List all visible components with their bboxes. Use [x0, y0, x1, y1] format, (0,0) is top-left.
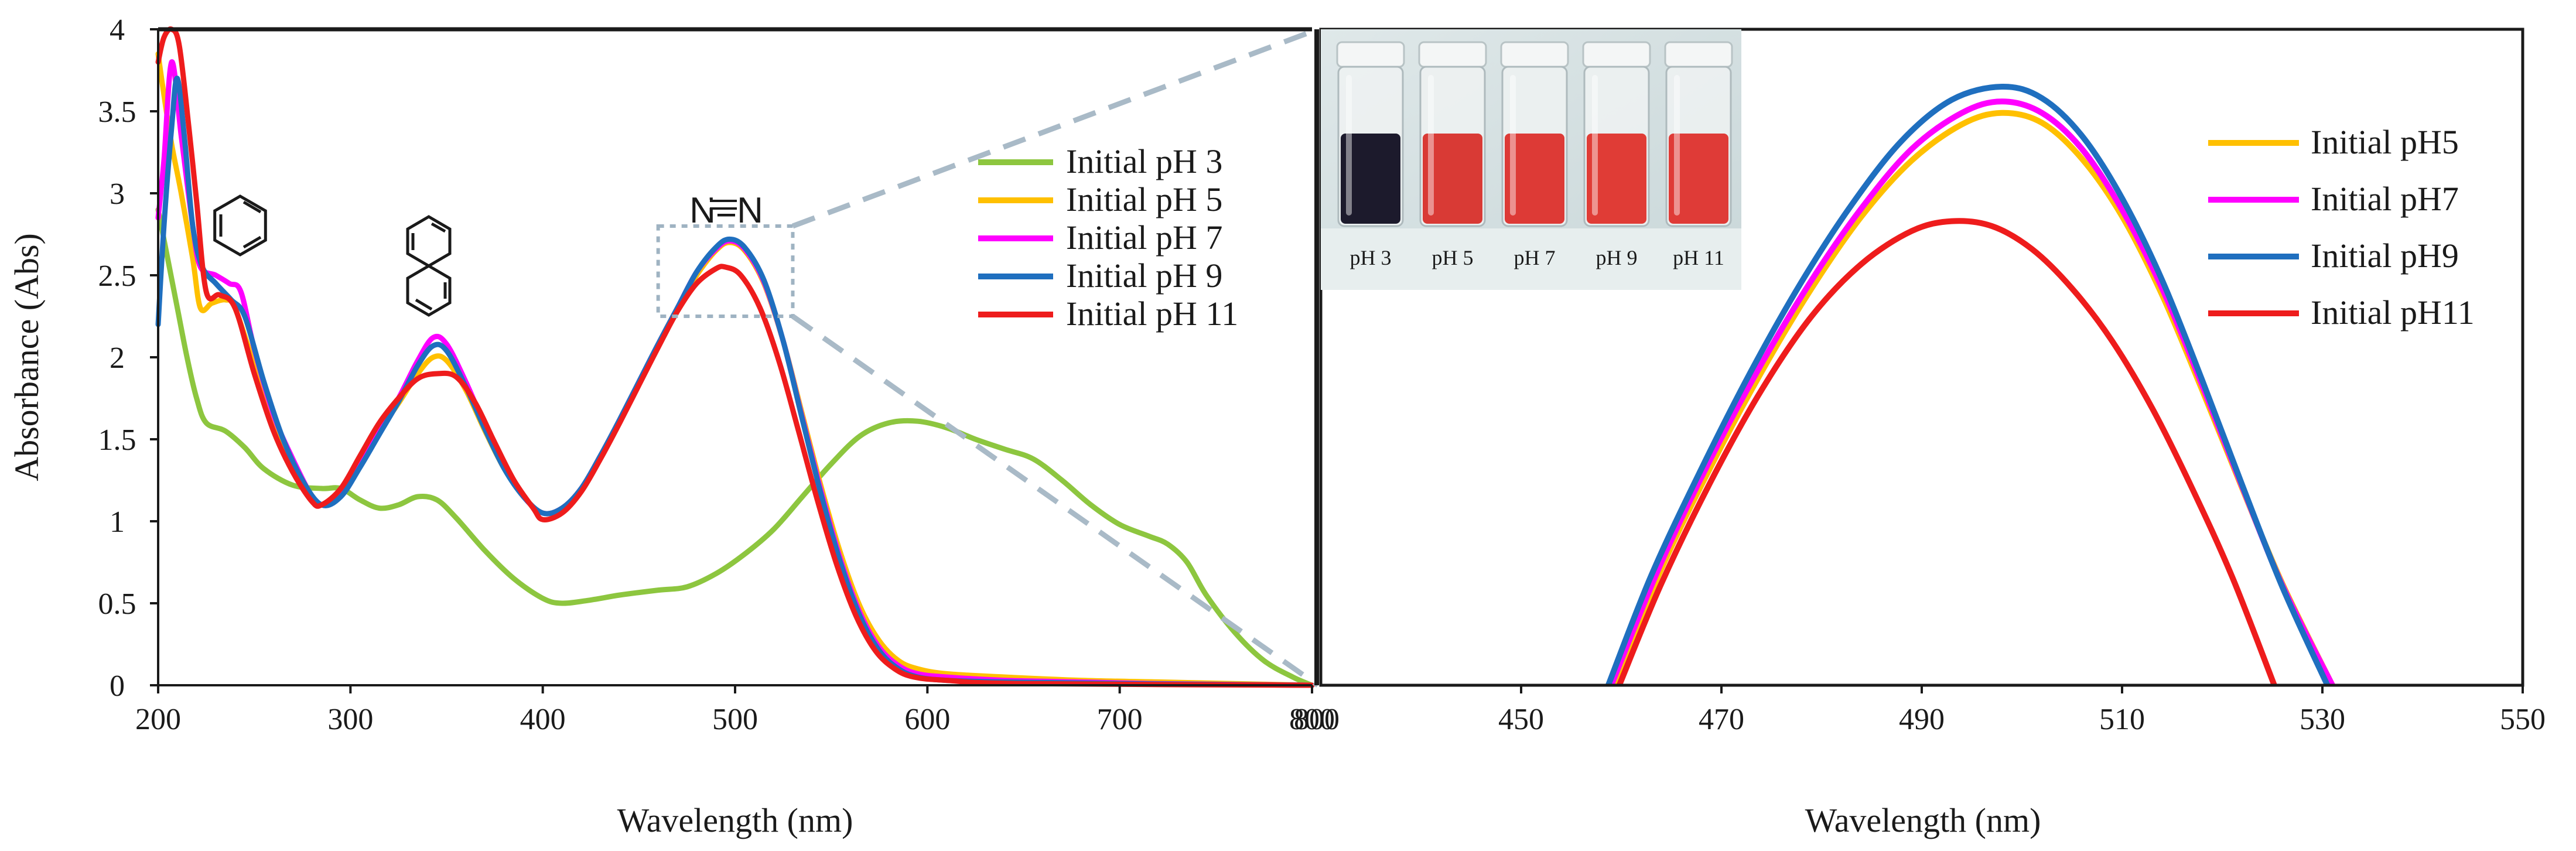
vials-group: [1336, 41, 1733, 227]
vial-2: [1500, 41, 1569, 227]
vials-photo: pH 3 pH 5 pH 7 pH 9 pH 11: [1321, 29, 1741, 290]
benzene-structure-icon: [213, 194, 267, 257]
left-legend-label-2: Initial pH 7: [1066, 218, 1222, 257]
right-x-tick-label: 530: [2300, 703, 2345, 736]
left-x-tick-label: 600: [904, 703, 950, 736]
left-series-group: [155, 26, 1315, 688]
left-x-tick-label: 800: [1289, 703, 1335, 736]
left-y-tick-label: 1: [110, 505, 125, 539]
left-x-tick-label: 300: [327, 703, 373, 736]
right-x-tick-label: 550: [2500, 703, 2546, 736]
right-x-axis-label: Wavelength (nm): [1805, 801, 2041, 839]
vial-cap: [1336, 41, 1405, 68]
left-legend-label-4: Initial pH 11: [1066, 295, 1238, 333]
left-y-tick-label: 3.5: [98, 95, 136, 129]
left-y-tick-label: 0: [110, 669, 125, 703]
vial-liquid: [1423, 134, 1482, 224]
zoom-region-box: [656, 224, 795, 318]
left-x-tick-label: 700: [1097, 703, 1143, 736]
right-tick-group: 450 470 490 510 530 550 800: [1294, 685, 2546, 736]
right-x-tick-label: 510: [2099, 703, 2145, 736]
vial-liquid: [1669, 134, 1728, 224]
vial-label-2: pH 7: [1514, 246, 1556, 269]
left-x-axis-label: Wavelength (nm): [617, 801, 853, 839]
left-legend-label-1: Initial pH 5: [1066, 180, 1222, 218]
left-series-line-3: [155, 76, 1315, 688]
left-series-line-0: [155, 207, 1315, 688]
right-x-tick-label: 490: [1899, 703, 1945, 736]
zoom-connector-top: [791, 26, 1319, 229]
left-legend-label-3: Initial pH 9: [1066, 257, 1222, 295]
vial-label-4: pH 11: [1673, 246, 1724, 269]
vial-label-0: pH 3: [1350, 246, 1392, 269]
azo-structure-icon: N=N: [689, 190, 763, 231]
left-x-tick-label: 400: [520, 703, 566, 736]
right-x-tick-label: 450: [1498, 703, 1544, 736]
vial-highlight: [1428, 75, 1434, 216]
left-x-tick-label-junction: 800: [1294, 703, 1340, 736]
right-series-group: [1605, 83, 2336, 685]
right-legend-label-3: Initial pH11: [2311, 293, 2475, 331]
right-series-line-2: [1605, 83, 2331, 685]
vial-highlight: [1510, 75, 1516, 216]
left-y-axis-label: Absorbance (Abs): [8, 233, 46, 481]
right-legend-label-1: Initial pH7: [2311, 180, 2459, 218]
left-series-line-4: [155, 26, 1315, 688]
vial-4: [1664, 41, 1733, 227]
vial-cap: [1582, 41, 1651, 68]
right-legend-label-2: Initial pH9: [2311, 237, 2459, 275]
vial-liquid: [1587, 134, 1646, 224]
left-x-tick-label: 500: [712, 703, 758, 736]
vial-3: [1582, 41, 1651, 227]
vial-label-3: pH 9: [1596, 246, 1638, 269]
right-legend-label-0: Initial pH5: [2311, 123, 2459, 161]
left-y-tick-label: 2: [110, 341, 125, 375]
vial-highlight: [1346, 75, 1352, 216]
vial-highlight: [1592, 75, 1598, 216]
vial-cap: [1418, 41, 1487, 68]
left-tick-group: 200 300 400 500 600 700 800 0 0.5 1 1.5 2 2.5 3 3.5 4: [98, 13, 1335, 736]
right-series-line-3: [1616, 218, 2277, 685]
zoom-connector-bottom: [791, 314, 1320, 688]
vial-labels-group: pH 3 pH 5 pH 7 pH 9 pH 11: [1350, 246, 1724, 269]
vial-highlight: [1674, 75, 1680, 216]
left-x-tick-label: 200: [135, 703, 181, 736]
right-x-tick-label: 470: [1699, 703, 1744, 736]
vial-cap: [1664, 41, 1733, 68]
left-y-tick-label: 2.5: [98, 259, 136, 293]
vial-cap: [1500, 41, 1569, 68]
vial-0: [1336, 41, 1405, 227]
azo-group-label: N=N: [689, 190, 763, 231]
photo-shelf: [1321, 228, 1741, 290]
right-legend: Initial pH5 Initial pH7 Initial pH9 Initial…: [2208, 123, 2475, 331]
left-y-tick-label: 3: [110, 177, 125, 211]
vial-liquid: [1505, 134, 1564, 224]
left-y-tick-label: 4: [110, 13, 125, 47]
left-y-tick-label: 1.5: [98, 423, 136, 457]
vial-label-1: pH 5: [1432, 246, 1474, 269]
left-chart: 200 300 400 500 600 700 800 0 0.5 1 1.5 2 2.5 3 3.5 4 W…: [8, 13, 1335, 839]
naphthalene-structure-icon: [406, 215, 452, 317]
vial-1: [1418, 41, 1487, 227]
left-legend-label-0: Initial pH 3: [1066, 142, 1222, 180]
left-y-tick-label: 0.5: [98, 587, 136, 621]
vial-liquid: [1341, 134, 1400, 224]
